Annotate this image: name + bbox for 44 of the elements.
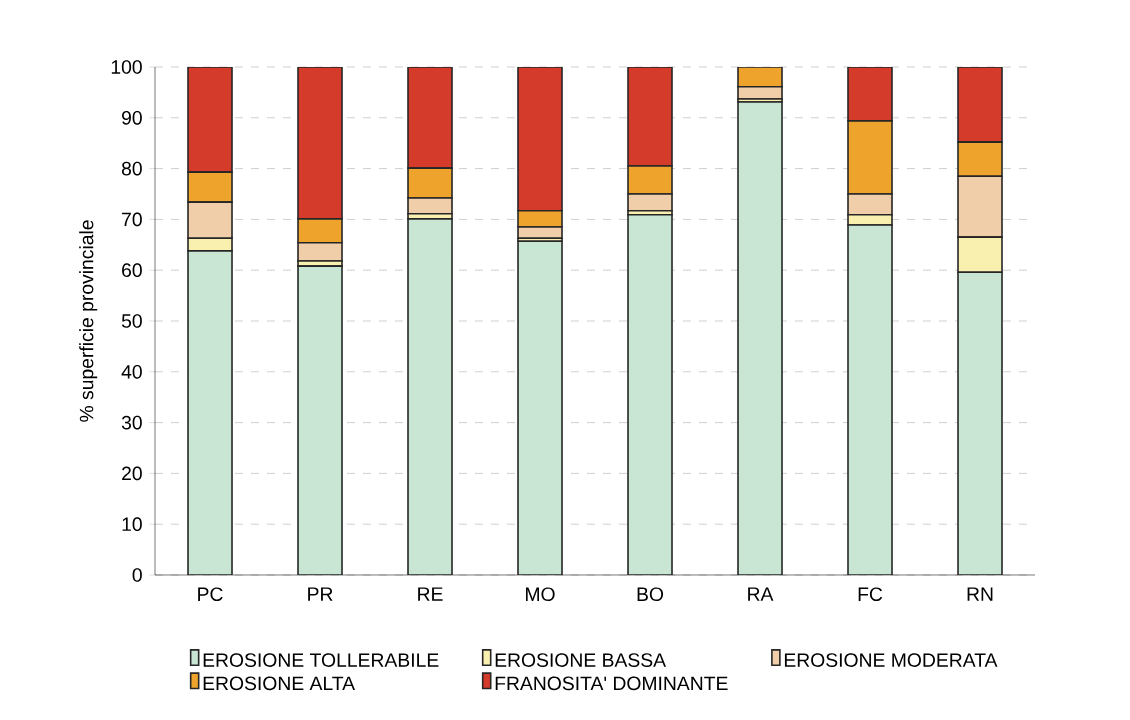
bar bbox=[627, 214, 673, 575]
y-tick-label: 20 bbox=[122, 466, 142, 481]
bar bbox=[407, 197, 453, 215]
x-tick-label: RN bbox=[967, 587, 993, 601]
legend-label: FRANOSITA' DOMINANTE bbox=[495, 676, 728, 691]
bar bbox=[957, 141, 1003, 178]
bar bbox=[407, 66, 453, 169]
x-tick-label: MO bbox=[526, 587, 555, 602]
bar bbox=[517, 66, 563, 212]
y-axis-title: % superficie provinciale bbox=[79, 220, 98, 422]
legend-label: EROSIONE TOLLERABILE bbox=[203, 653, 439, 667]
bar bbox=[297, 66, 343, 220]
bar bbox=[737, 101, 783, 575]
y-tick-label: 90 bbox=[122, 110, 142, 125]
bar bbox=[847, 224, 893, 575]
y-tick-label: 0 bbox=[132, 568, 142, 582]
bar bbox=[407, 218, 453, 575]
legend-label: EROSIONE ALTA bbox=[203, 676, 356, 691]
bar bbox=[627, 193, 673, 212]
y-tick-label: 50 bbox=[121, 314, 142, 328]
x-tick-label: RE bbox=[418, 587, 443, 601]
bar bbox=[847, 66, 893, 122]
x-tick-label: RA bbox=[748, 587, 774, 601]
bar bbox=[517, 240, 563, 575]
y-tick-label: 30 bbox=[121, 415, 142, 430]
x-tick-label: BO bbox=[637, 587, 664, 602]
bar bbox=[187, 250, 233, 575]
y-tick-label: 40 bbox=[121, 364, 142, 379]
bar bbox=[297, 265, 343, 575]
bar bbox=[847, 120, 893, 195]
y-tick-label: 70 bbox=[122, 212, 142, 227]
y-tick-label: 10 bbox=[122, 517, 142, 532]
bar bbox=[957, 66, 1003, 143]
legend-label: EROSIONE BASSA bbox=[495, 653, 667, 667]
x-tick-label: FC bbox=[858, 587, 883, 602]
bar bbox=[187, 66, 233, 173]
legend-label: EROSIONE MODERATA bbox=[784, 653, 998, 667]
x-tick-label: PR bbox=[308, 587, 333, 601]
y-tick-label: 100 bbox=[111, 60, 142, 74]
y-tick-label: 60 bbox=[122, 263, 142, 278]
x-tick-label: PC bbox=[198, 587, 223, 602]
y-tick-label: 80 bbox=[121, 161, 142, 176]
bar bbox=[627, 66, 673, 167]
bar bbox=[957, 271, 1003, 575]
